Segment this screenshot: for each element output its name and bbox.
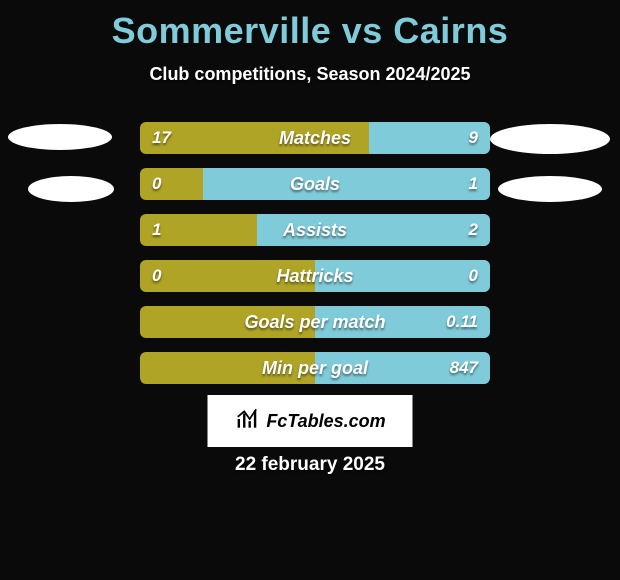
stat-value-player2: 0.11 (446, 306, 478, 338)
watermark-text: FcTables.com (266, 411, 385, 432)
stat-label: Assists (140, 214, 490, 246)
stat-value-player2: 847 (450, 352, 478, 384)
decorative-ellipse (28, 176, 114, 202)
stat-value-player1: 17 (152, 122, 171, 154)
stat-value-player1: 0 (152, 260, 161, 292)
stat-value-player1: 0 (152, 168, 161, 200)
stat-row: Hattricks0 0 (140, 260, 490, 292)
stat-row: Assists1 2 (140, 214, 490, 246)
stat-row: Goals0 1 (140, 168, 490, 200)
date-label: 22 february 2025 (0, 454, 620, 476)
comparison-card: Sommerville vs Cairns Club competitions,… (0, 0, 620, 580)
stat-row: Min per goal847 (140, 352, 490, 384)
stat-label: Goals per match (140, 306, 490, 338)
stat-label: Min per goal (140, 352, 490, 384)
stat-row: Matches17 9 (140, 122, 490, 154)
decorative-ellipse (8, 124, 112, 150)
decorative-ellipse (490, 124, 610, 154)
stat-value-player2: 0 (469, 260, 478, 292)
stat-value-player2: 9 (469, 122, 478, 154)
stat-label: Hattricks (140, 260, 490, 292)
stat-row: Goals per match0.11 (140, 306, 490, 338)
stat-label: Matches (140, 122, 490, 154)
stat-value-player2: 1 (469, 168, 478, 200)
decorative-ellipse (498, 176, 602, 202)
bar-chart-icon (234, 406, 260, 437)
stat-value-player1: 1 (152, 214, 161, 246)
page-subtitle: Club competitions, Season 2024/2025 (0, 64, 620, 85)
stat-label: Goals (140, 168, 490, 200)
watermark-badge: FcTables.com (208, 395, 413, 447)
page-title: Sommerville vs Cairns (0, 0, 620, 52)
stats-container: Matches179Goals01Assists12Hattricks00Goa… (140, 122, 490, 398)
stat-value-player2: 2 (469, 214, 478, 246)
